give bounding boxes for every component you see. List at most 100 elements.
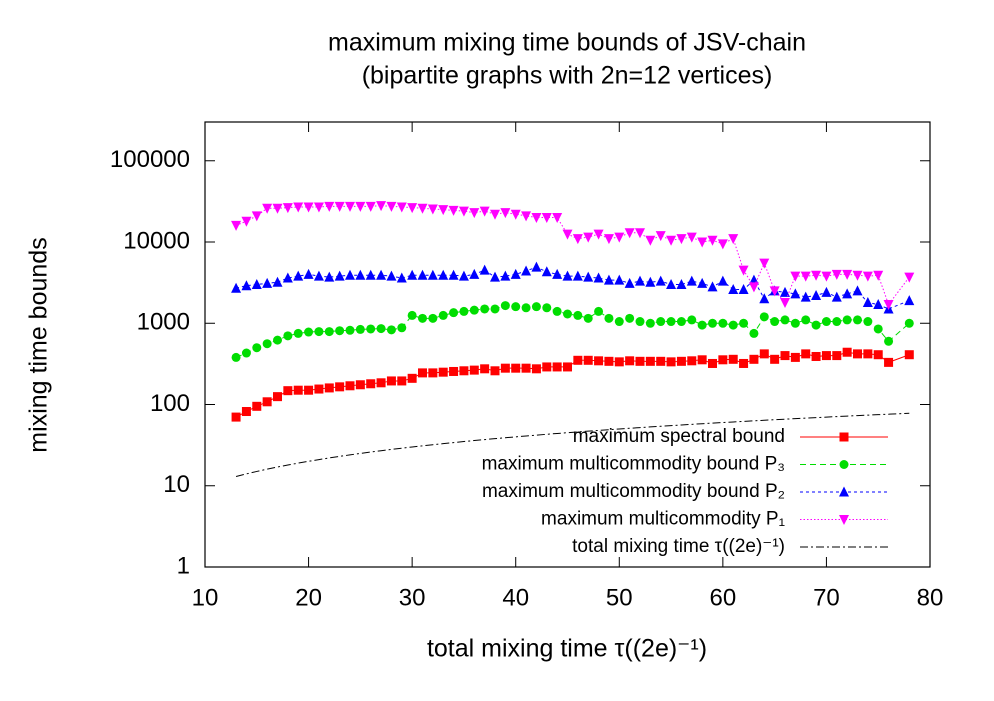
marker (593, 229, 604, 240)
marker (521, 303, 531, 313)
marker (697, 237, 708, 248)
marker (510, 209, 521, 220)
marker (469, 365, 479, 375)
marker (635, 228, 645, 239)
chart-title: maximum mixing time bounds of JSV-chain (328, 29, 806, 57)
marker (345, 325, 355, 335)
marker (397, 323, 407, 333)
marker (666, 235, 677, 246)
marker (251, 211, 262, 222)
marker (334, 270, 345, 281)
marker (800, 291, 811, 302)
marker (769, 286, 780, 297)
marker (231, 412, 241, 422)
marker (231, 352, 241, 362)
marker (458, 206, 469, 217)
series-line (235, 412, 910, 477)
x-tick-label: 20 (295, 584, 322, 611)
marker (283, 386, 293, 396)
marker (500, 363, 510, 373)
marker (521, 363, 531, 373)
marker (355, 201, 366, 212)
marker (811, 320, 821, 330)
marker (863, 349, 873, 359)
marker (542, 362, 552, 372)
marker (624, 277, 635, 288)
marker (573, 355, 583, 365)
marker (728, 354, 738, 364)
marker (376, 378, 386, 388)
marker (335, 382, 345, 392)
marker (273, 335, 282, 345)
marker (324, 271, 335, 282)
x-axis-label: total mixing time τ((2e)⁻¹) (427, 635, 707, 663)
marker (469, 268, 480, 279)
marker (562, 270, 573, 281)
marker (839, 515, 849, 525)
marker (272, 276, 283, 287)
y-tick-label: 1 (177, 552, 190, 579)
marker (324, 327, 334, 337)
marker (656, 317, 666, 327)
marker (490, 271, 500, 282)
marker (355, 324, 365, 334)
marker (521, 265, 532, 276)
marker (313, 202, 324, 213)
marker (707, 281, 718, 292)
marker (770, 317, 780, 327)
marker (708, 318, 717, 328)
marker (831, 291, 842, 302)
marker (583, 313, 593, 323)
marker (873, 299, 884, 310)
marker (511, 363, 521, 373)
marker (428, 313, 438, 323)
marker (500, 301, 510, 311)
marker (594, 356, 604, 366)
marker (842, 288, 853, 299)
marker (604, 356, 614, 366)
marker (842, 315, 852, 325)
marker (624, 228, 635, 239)
marker (459, 306, 469, 316)
marker (625, 313, 635, 323)
marker (541, 266, 552, 277)
marker (883, 300, 894, 311)
marker (314, 327, 324, 337)
marker (717, 275, 728, 286)
marker (345, 201, 355, 212)
marker (759, 349, 769, 359)
marker (293, 328, 303, 338)
marker (780, 286, 790, 297)
marker (241, 407, 251, 417)
marker (448, 269, 459, 280)
marker (376, 201, 387, 212)
marker (511, 302, 521, 312)
marker (811, 270, 822, 281)
marker (583, 271, 594, 282)
marker (262, 277, 273, 288)
marker (334, 201, 345, 212)
marker (603, 234, 614, 245)
marker (625, 356, 635, 366)
marker (427, 269, 438, 280)
marker (282, 203, 293, 214)
marker (904, 272, 915, 283)
marker (821, 286, 832, 297)
marker (303, 268, 314, 279)
marker (593, 272, 604, 283)
marker (542, 303, 552, 313)
marker (366, 379, 376, 389)
y-tick-label: 10 (163, 471, 190, 498)
marker (365, 269, 376, 280)
marker (313, 270, 324, 281)
marker (572, 270, 583, 281)
marker (459, 366, 469, 376)
marker (780, 351, 790, 361)
marker (645, 318, 655, 328)
marker (251, 278, 262, 289)
marker (572, 234, 583, 245)
marker (562, 229, 573, 240)
marker (407, 269, 418, 280)
marker (282, 272, 293, 283)
